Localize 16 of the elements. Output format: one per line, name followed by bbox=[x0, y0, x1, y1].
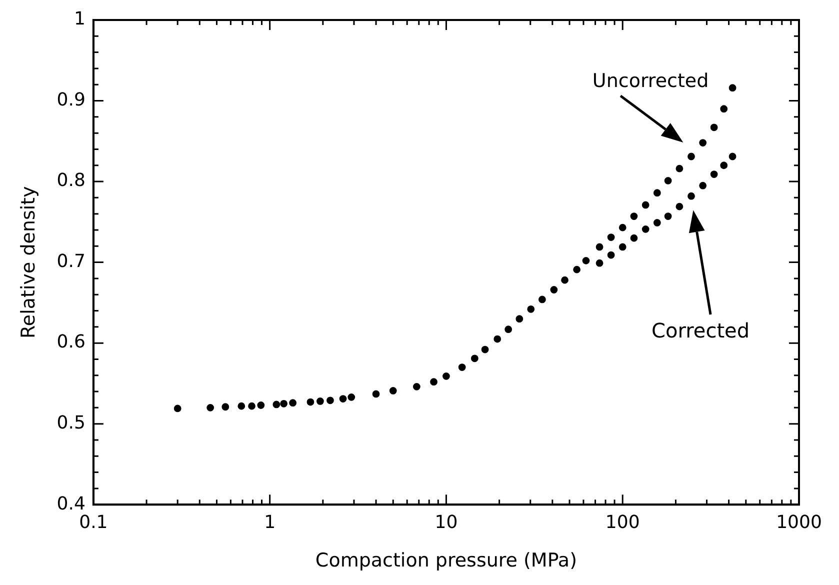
y-tick-label: 0.8 bbox=[56, 170, 86, 192]
y-tick-label: 0.6 bbox=[56, 332, 86, 353]
y-tick-label: 0.5 bbox=[56, 412, 86, 434]
x-axis-title: Compaction pressure (MPa) bbox=[315, 550, 577, 572]
x-tick-label: 10 bbox=[434, 512, 458, 534]
y-tick-label: 0.7 bbox=[56, 250, 86, 272]
series-label: Uncorrected bbox=[592, 70, 709, 92]
x-tick-label: 0.1 bbox=[79, 512, 108, 534]
x-tick-label: 1000 bbox=[776, 512, 822, 534]
y-tick-label: 0.4 bbox=[56, 493, 86, 514]
y-axis-title: Relative density bbox=[17, 186, 40, 338]
x-tick-label: 100 bbox=[605, 512, 640, 534]
y-tick-label: 1 bbox=[74, 8, 86, 30]
x-tick-label: 1 bbox=[264, 512, 276, 534]
y-tick-label: 0.9 bbox=[56, 89, 86, 110]
legend-label: Corrected bbox=[652, 318, 750, 343]
